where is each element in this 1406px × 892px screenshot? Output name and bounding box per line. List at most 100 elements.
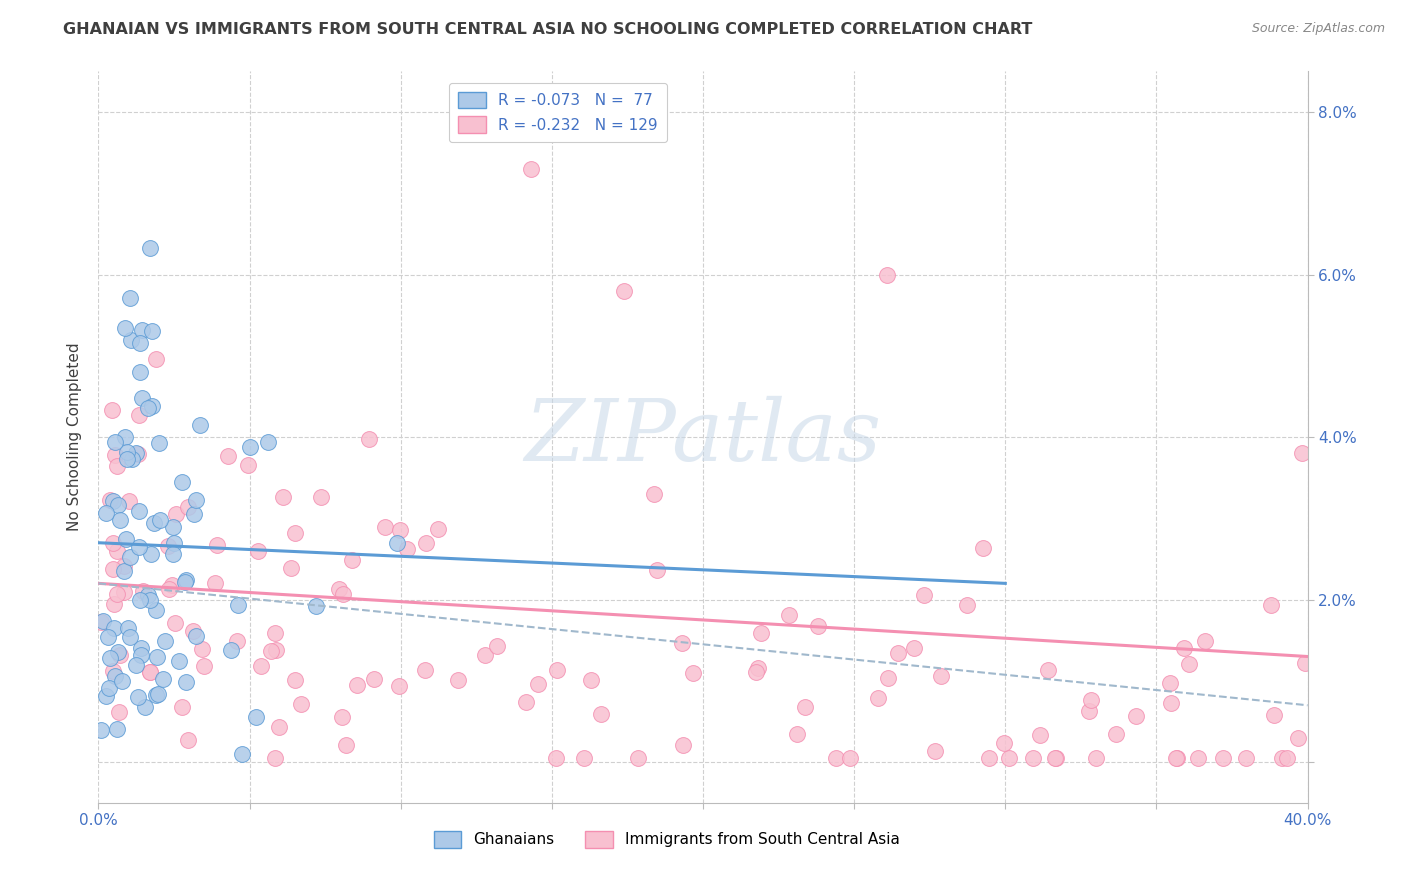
Point xyxy=(149,513,172,527)
Point xyxy=(205,537,228,551)
Point xyxy=(335,738,357,752)
Point xyxy=(111,674,134,689)
Point xyxy=(1212,751,1234,765)
Point xyxy=(1234,751,1257,765)
Point xyxy=(103,598,125,612)
Point xyxy=(117,621,139,635)
Point xyxy=(112,564,135,578)
Point xyxy=(153,634,176,648)
Point xyxy=(98,650,121,665)
Point xyxy=(993,736,1015,750)
Point xyxy=(1164,751,1187,765)
Point xyxy=(152,673,174,687)
Point xyxy=(101,665,124,679)
Point xyxy=(120,333,142,347)
Point xyxy=(204,576,226,591)
Point xyxy=(290,697,312,711)
Point xyxy=(671,738,693,752)
Point xyxy=(1036,664,1059,678)
Point xyxy=(749,626,772,640)
Point xyxy=(94,506,117,520)
Point xyxy=(121,451,143,466)
Point xyxy=(1291,446,1313,460)
Legend: Ghanaians, Immigrants from South Central Asia: Ghanaians, Immigrants from South Central… xyxy=(427,825,905,854)
Point xyxy=(1160,697,1182,711)
Point xyxy=(332,587,354,601)
Point xyxy=(97,681,120,695)
Point xyxy=(162,547,184,561)
Point xyxy=(357,432,380,446)
Point xyxy=(91,614,114,628)
Point xyxy=(105,543,128,558)
Point xyxy=(778,608,800,623)
Point xyxy=(1043,751,1066,765)
Point xyxy=(330,709,353,723)
Point xyxy=(104,669,127,683)
Point xyxy=(589,707,612,722)
Point xyxy=(309,491,332,505)
Point xyxy=(786,727,808,741)
Point xyxy=(876,268,898,282)
Point xyxy=(388,523,411,537)
Point xyxy=(120,549,142,564)
Point xyxy=(1078,704,1101,718)
Point xyxy=(280,561,302,575)
Point xyxy=(165,507,187,521)
Point xyxy=(167,654,190,668)
Point xyxy=(103,621,125,635)
Point xyxy=(226,598,249,612)
Point xyxy=(141,324,163,338)
Point xyxy=(1275,751,1298,765)
Point xyxy=(245,710,267,724)
Point xyxy=(912,588,935,602)
Point xyxy=(139,665,162,680)
Point xyxy=(250,659,273,673)
Point xyxy=(363,673,385,687)
Point xyxy=(793,699,815,714)
Point xyxy=(98,492,121,507)
Point xyxy=(824,751,846,765)
Point xyxy=(924,744,946,758)
Point xyxy=(415,536,437,550)
Point xyxy=(264,643,287,657)
Point xyxy=(145,688,167,702)
Point xyxy=(142,516,165,530)
Text: ZIPatlas: ZIPatlas xyxy=(524,396,882,478)
Point xyxy=(114,532,136,546)
Point xyxy=(131,323,153,337)
Point xyxy=(176,500,198,515)
Point xyxy=(260,644,283,658)
Point xyxy=(107,645,129,659)
Point xyxy=(256,434,278,449)
Point xyxy=(177,732,200,747)
Point xyxy=(157,582,180,596)
Point xyxy=(284,673,307,688)
Point xyxy=(108,513,131,527)
Point xyxy=(172,699,194,714)
Point xyxy=(193,659,215,673)
Point xyxy=(184,629,207,643)
Point xyxy=(146,687,169,701)
Point xyxy=(139,592,162,607)
Point xyxy=(1173,641,1195,656)
Point xyxy=(125,445,148,459)
Point xyxy=(239,440,262,454)
Point xyxy=(103,448,125,462)
Point xyxy=(305,599,328,613)
Point xyxy=(613,284,636,298)
Point xyxy=(148,436,170,450)
Point xyxy=(346,678,368,692)
Point xyxy=(246,544,269,558)
Point xyxy=(217,450,239,464)
Point xyxy=(118,494,141,508)
Point xyxy=(1021,751,1043,765)
Point xyxy=(574,751,596,765)
Point xyxy=(887,646,910,660)
Point xyxy=(174,675,197,690)
Point xyxy=(127,447,149,461)
Point xyxy=(745,665,768,679)
Point xyxy=(115,444,138,458)
Y-axis label: No Schooling Completed: No Schooling Completed xyxy=(67,343,83,532)
Point xyxy=(129,648,152,662)
Point xyxy=(1159,676,1181,690)
